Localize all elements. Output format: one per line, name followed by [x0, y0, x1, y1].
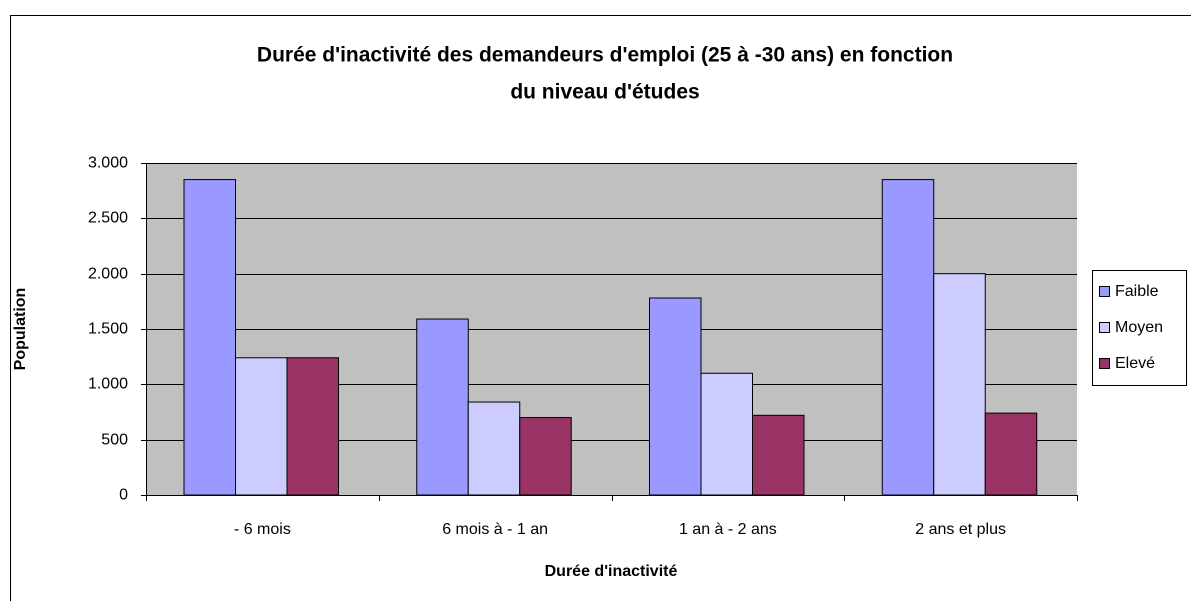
y-tick-label: 1.500 [88, 321, 128, 338]
x-axis-title: Durée d'inactivité [545, 563, 678, 580]
chart-title: du niveau d'études [510, 81, 699, 104]
bar [984, 412, 1038, 496]
bar [519, 417, 572, 496]
y-tick-label: 2.500 [88, 210, 128, 227]
y-tick-label: 500 [101, 432, 128, 449]
x-tick-label: - 6 mois [234, 521, 291, 538]
x-tick-label: 2 ans et plus [915, 521, 1006, 538]
y-tick-label: 3.000 [88, 155, 128, 172]
bar [235, 357, 288, 496]
bar [700, 372, 753, 496]
bar [416, 318, 469, 496]
legend-swatch [1099, 322, 1110, 333]
legend-label: Moyen [1115, 319, 1163, 336]
bar [933, 273, 986, 496]
bar [467, 401, 521, 496]
x-tick-label: 6 mois à - 1 an [442, 521, 548, 538]
legend-label: Elevé [1115, 355, 1155, 372]
y-tick-label: 0 [119, 487, 128, 504]
legend-swatch [1099, 358, 1110, 369]
y-axis-title: Population [12, 288, 29, 371]
bar [752, 414, 805, 496]
y-tick-label: 2.000 [88, 266, 128, 283]
bar [881, 179, 935, 496]
bar [183, 179, 236, 496]
x-tick-label: 1 an à - 2 ans [679, 521, 777, 538]
legend-label: Faible [1115, 283, 1159, 300]
chart-title: Durée d'inactivité des demandeurs d'empl… [257, 44, 953, 67]
y-tick-label: 1.000 [88, 376, 128, 393]
legend-swatch [1099, 286, 1110, 297]
bar [649, 297, 702, 496]
bar [286, 357, 339, 496]
